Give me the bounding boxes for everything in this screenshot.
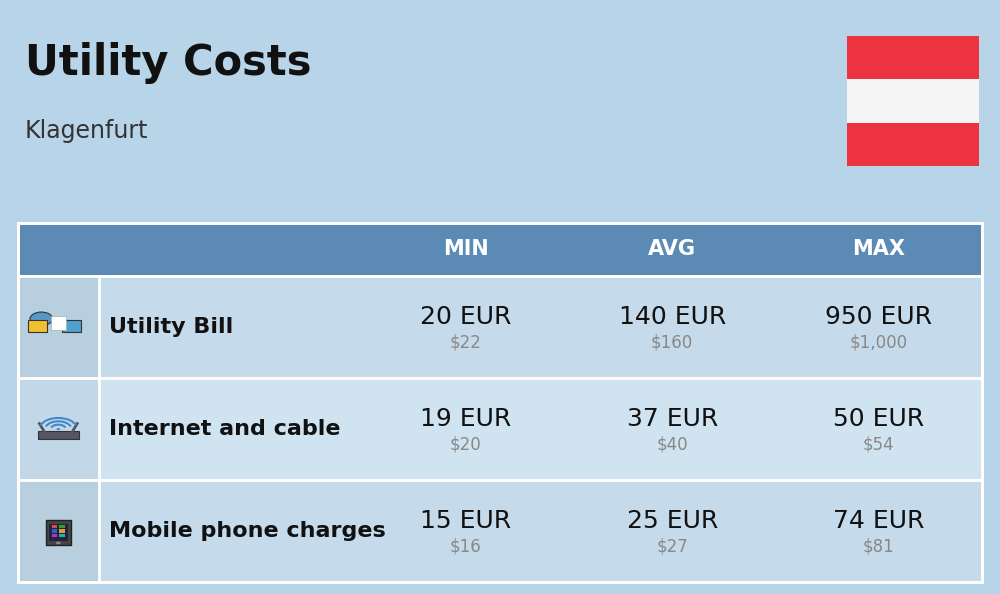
Bar: [59, 529, 65, 533]
Text: $27: $27: [656, 538, 688, 555]
Bar: [18, 276, 982, 378]
Text: 37 EUR: 37 EUR: [627, 407, 718, 431]
Text: 19 EUR: 19 EUR: [420, 407, 511, 431]
Bar: [51, 316, 66, 330]
Text: 25 EUR: 25 EUR: [627, 509, 718, 533]
Circle shape: [56, 542, 61, 544]
Text: $22: $22: [450, 333, 482, 352]
Text: Klagenfurt: Klagenfurt: [25, 119, 148, 143]
Circle shape: [56, 428, 60, 430]
Bar: [847, 79, 979, 123]
Bar: [38, 431, 79, 439]
Text: $160: $160: [651, 333, 693, 352]
Bar: [18, 480, 982, 582]
Bar: [18, 223, 982, 276]
Bar: [18, 378, 99, 480]
Text: $1,000: $1,000: [850, 333, 908, 352]
Text: 140 EUR: 140 EUR: [619, 305, 726, 329]
Text: MAX: MAX: [852, 239, 905, 260]
Text: $54: $54: [863, 435, 895, 453]
Text: Mobile phone charges: Mobile phone charges: [109, 521, 385, 541]
Text: $20: $20: [450, 435, 481, 453]
Text: 950 EUR: 950 EUR: [825, 305, 932, 329]
Bar: [847, 36, 979, 79]
Bar: [62, 321, 81, 331]
Bar: [52, 529, 57, 533]
Text: AVG: AVG: [648, 239, 696, 260]
Text: $81: $81: [863, 538, 895, 555]
Text: Utility Bill: Utility Bill: [109, 317, 233, 337]
Text: Utility Costs: Utility Costs: [25, 42, 312, 84]
Bar: [49, 524, 68, 541]
Text: $40: $40: [656, 435, 688, 453]
Text: Internet and cable: Internet and cable: [109, 419, 340, 439]
Bar: [18, 223, 982, 582]
Bar: [52, 525, 57, 528]
Bar: [18, 276, 99, 378]
Text: $16: $16: [450, 538, 481, 555]
Bar: [28, 321, 47, 331]
Text: 20 EUR: 20 EUR: [420, 305, 511, 329]
Bar: [46, 520, 71, 545]
Bar: [18, 480, 99, 582]
Bar: [52, 534, 57, 538]
Bar: [18, 378, 982, 480]
Text: 50 EUR: 50 EUR: [833, 407, 924, 431]
Bar: [847, 123, 979, 166]
Text: MIN: MIN: [443, 239, 488, 260]
Text: 74 EUR: 74 EUR: [833, 509, 924, 533]
Bar: [59, 525, 65, 528]
Bar: [59, 534, 65, 538]
Text: 15 EUR: 15 EUR: [420, 509, 511, 533]
Circle shape: [30, 312, 53, 326]
